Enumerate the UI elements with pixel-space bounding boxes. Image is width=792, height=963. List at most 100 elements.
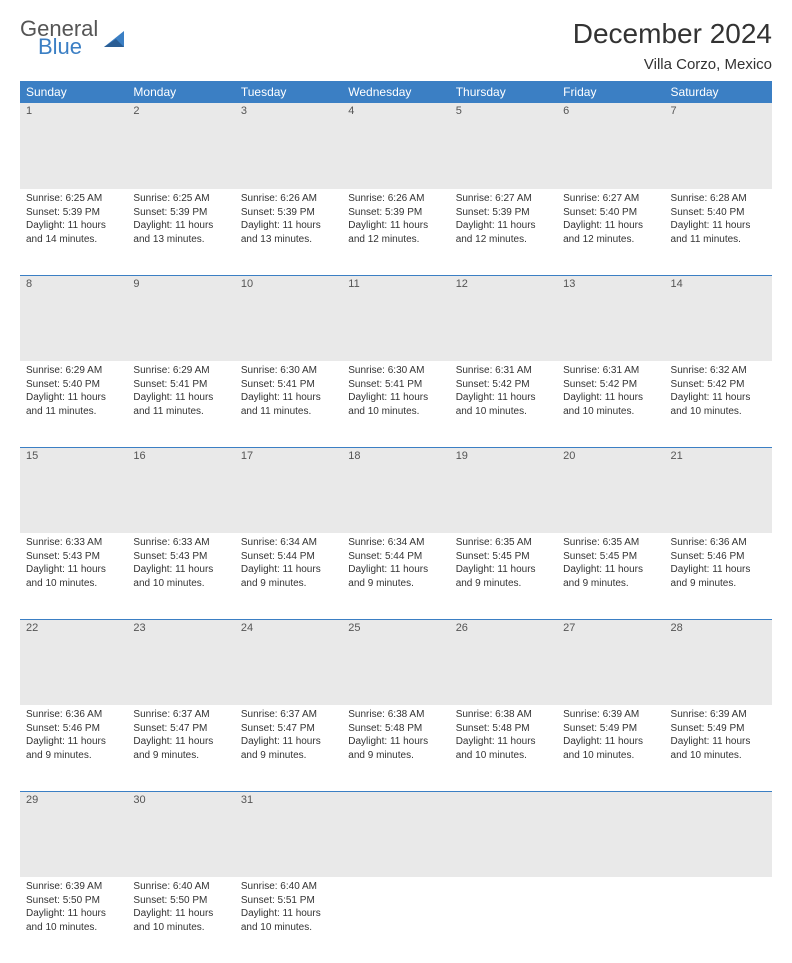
day-number: 17 [235, 448, 342, 464]
daylight-text-2: and 10 minutes. [26, 921, 121, 935]
daylight-text-2: and 11 minutes. [26, 405, 121, 419]
day-number: 23 [127, 620, 234, 636]
day-number: 19 [450, 448, 557, 464]
logo-triangle-icon [102, 25, 128, 51]
daylight-text-2: and 10 minutes. [26, 577, 121, 591]
empty-cell [342, 877, 449, 963]
daylight-text-2: and 11 minutes. [671, 233, 766, 247]
day-cell: Sunrise: 6:40 AMSunset: 5:51 PMDaylight:… [235, 877, 342, 938]
day-number: 11 [342, 276, 449, 292]
day-number: 5 [450, 103, 557, 119]
daylight-text-2: and 9 minutes. [348, 749, 443, 763]
daydata-row: Sunrise: 6:36 AMSunset: 5:46 PMDaylight:… [20, 705, 772, 791]
sunset-text: Sunset: 5:49 PM [671, 722, 766, 736]
daylight-text-2: and 9 minutes. [241, 749, 336, 763]
sunrise-text: Sunrise: 6:31 AM [563, 364, 658, 378]
daylight-text-2: and 12 minutes. [348, 233, 443, 247]
sunrise-text: Sunrise: 6:39 AM [563, 708, 658, 722]
daylight-text-2: and 11 minutes. [133, 405, 228, 419]
day-number: 9 [127, 276, 234, 292]
day-cell: Sunrise: 6:25 AMSunset: 5:39 PMDaylight:… [127, 189, 234, 250]
daydata-row: Sunrise: 6:39 AMSunset: 5:50 PM Daylight:… [20, 877, 772, 963]
sunrise-text: Sunrise: 6:35 AM [563, 536, 658, 550]
daydata-row: Sunrise: 6:33 AMSunset: 5:43 PMDaylight:… [20, 533, 772, 619]
day-cell: Sunrise: 6:26 AMSunset: 5:39 PMDaylight:… [235, 189, 342, 250]
sunset-text: Sunset: 5:47 PM [133, 722, 228, 736]
daylight-text-2: and 9 minutes. [241, 577, 336, 591]
sunrise-text: Sunrise: 6:33 AM [26, 536, 121, 550]
sunset-text: Sunset: 5:43 PM [133, 550, 228, 564]
daylight-text-1: Daylight: 11 hours [241, 907, 336, 921]
empty-cell [665, 877, 772, 963]
daylight-text-1: Daylight: 11 hours [241, 563, 336, 577]
day-cell: Sunrise: 6:26 AMSunset: 5:39 PMDaylight:… [342, 189, 449, 250]
daylight-text-1: Daylight: 11 hours [456, 563, 551, 577]
sunrise-text: Sunrise: 6:40 AM [133, 880, 228, 894]
day-number: 16 [127, 448, 234, 464]
daylight-text-1: Daylight: 11 hours [348, 219, 443, 233]
sunset-text: Sunset: 5:41 PM [348, 378, 443, 392]
empty-cell [557, 791, 664, 877]
day-number: 25 [342, 620, 449, 636]
weekday-header: Wednesday [342, 81, 449, 103]
daylight-text-1: Daylight: 11 hours [348, 563, 443, 577]
day-cell: Sunrise: 6:37 AMSunset: 5:47 PMDaylight:… [235, 705, 342, 766]
sunrise-text: Sunrise: 6:36 AM [26, 708, 121, 722]
daylight-text-2: and 10 minutes. [456, 405, 551, 419]
sunrise-text: Sunrise: 6:25 AM [26, 192, 121, 206]
day-number: 1 [20, 103, 127, 119]
daylight-text-1: Daylight: 11 hours [563, 391, 658, 405]
daylight-text-1: Daylight: 11 hours [671, 391, 766, 405]
day-number: 10 [235, 276, 342, 292]
day-number: 7 [665, 103, 772, 119]
daylight-text-1: Daylight: 11 hours [26, 563, 121, 577]
day-cell: Sunrise: 6:31 AMSunset: 5:42 PMDaylight:… [450, 361, 557, 422]
sunset-text: Sunset: 5:51 PM [241, 894, 336, 908]
weekday-header: Monday [127, 81, 234, 103]
logo: General Blue [20, 18, 128, 58]
sunset-text: Sunset: 5:42 PM [563, 378, 658, 392]
day-cell: Sunrise: 6:27 AMSunset: 5:39 PMDaylight:… [450, 189, 557, 250]
sunrise-text: Sunrise: 6:40 AM [241, 880, 336, 894]
sunrise-text: Sunrise: 6:38 AM [348, 708, 443, 722]
sunrise-text: Sunrise: 6:34 AM [241, 536, 336, 550]
daylight-text-1: Daylight: 11 hours [671, 735, 766, 749]
daylight-text-2: and 9 minutes. [348, 577, 443, 591]
daylight-text-2: and 12 minutes. [456, 233, 551, 247]
daylight-text-2: and 9 minutes. [563, 577, 658, 591]
daylight-text-1: Daylight: 11 hours [348, 391, 443, 405]
sunset-text: Sunset: 5:48 PM [348, 722, 443, 736]
sunset-text: Sunset: 5:43 PM [26, 550, 121, 564]
day-number: 15 [20, 448, 127, 464]
daylight-text-2: and 9 minutes. [133, 749, 228, 763]
daylight-text-2: and 10 minutes. [456, 749, 551, 763]
sunrise-text: Sunrise: 6:29 AM [133, 364, 228, 378]
sunrise-text: Sunrise: 6:39 AM [671, 708, 766, 722]
day-number: 20 [557, 448, 664, 464]
sunrise-text: Sunrise: 6:27 AM [456, 192, 551, 206]
day-cell: Sunrise: 6:38 AMSunset: 5:48 PMDaylight:… [450, 705, 557, 766]
sunset-text: Sunset: 5:45 PM [456, 550, 551, 564]
day-number: 31 [235, 792, 342, 808]
daylight-text-1: Daylight: 11 hours [133, 219, 228, 233]
daynum-row: 293031 [20, 791, 772, 877]
daynum-row: 1234567 [20, 103, 772, 189]
day-number: 24 [235, 620, 342, 636]
day-cell: Sunrise: 6:39 AMSunset: 5:49 PMDaylight:… [665, 705, 772, 766]
day-number: 22 [20, 620, 127, 636]
day-cell: Sunrise: 6:39 AMSunset: 5:49 PMDaylight:… [557, 705, 664, 766]
daylight-text-2: and 10 minutes. [133, 577, 228, 591]
sunset-text: Sunset: 5:41 PM [133, 378, 228, 392]
sunset-text: Sunset: 5:42 PM [671, 378, 766, 392]
daylight-text-2: and 10 minutes. [671, 749, 766, 763]
day-cell: Sunrise: 6:30 AMSunset: 5:41 PMDaylight:… [342, 361, 449, 422]
sunset-text: Sunset: 5:50 PM [26, 894, 121, 908]
day-number: 12 [450, 276, 557, 292]
daylight-text-1: Daylight: 11 hours [26, 735, 121, 749]
sunrise-text: Sunrise: 6:39 AM [26, 880, 121, 894]
sunset-text: Sunset: 5:45 PM [563, 550, 658, 564]
daylight-text-1: Daylight: 11 hours [133, 907, 228, 921]
sunset-text: Sunset: 5:39 PM [26, 206, 121, 220]
sunrise-text: Sunrise: 6:26 AM [241, 192, 336, 206]
sunset-text: Sunset: 5:47 PM [241, 722, 336, 736]
